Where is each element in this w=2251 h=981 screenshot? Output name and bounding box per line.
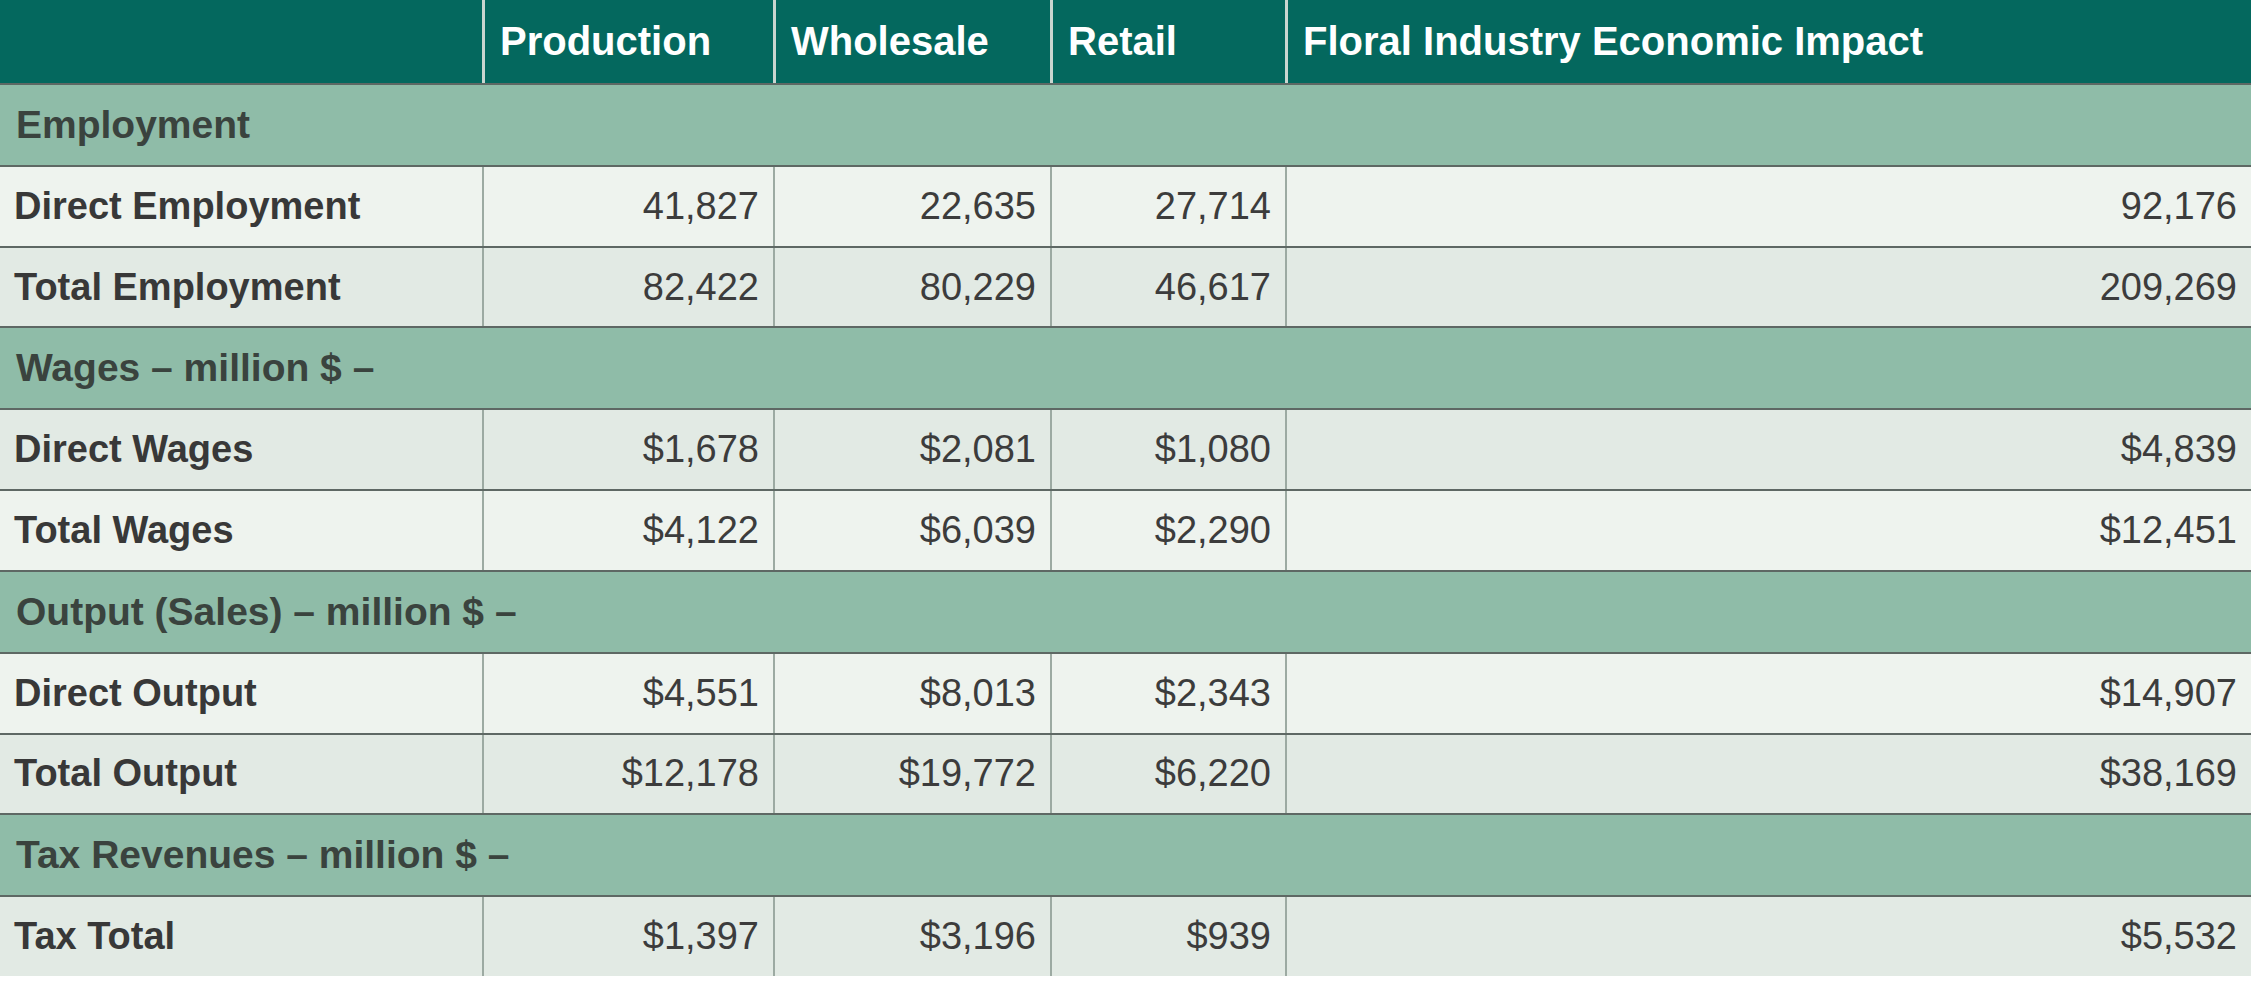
table-row-tax-total: Tax Total $1,397 $3,196 $939 $5,532 [0,895,2251,976]
row-label: Total Output [0,735,482,814]
cell-retail: $2,290 [1050,491,1285,570]
cell-retail: $2,343 [1050,654,1285,733]
cell-total: $4,839 [1285,410,2251,489]
cell-production: $4,551 [482,654,773,733]
row-label: Total Employment [0,248,482,327]
table-row-total-employment: Total Employment 82,422 80,229 46,617 20… [0,246,2251,327]
cell-retail: $939 [1050,897,1285,976]
section-row-wages: Wages – million $ – [0,326,2251,408]
section-row-employment: Employment [0,83,2251,165]
economic-impact-table: Production Wholesale Retail Floral Indus… [0,0,2251,976]
cell-total: 209,269 [1285,248,2251,327]
cell-total: $12,451 [1285,491,2251,570]
section-title: Tax Revenues – million $ – [0,815,2251,895]
header-cell-retail: Retail [1050,0,1285,83]
cell-retail: $1,080 [1050,410,1285,489]
row-label: Direct Employment [0,167,482,246]
cell-wholesale: $2,081 [773,410,1050,489]
cell-retail: 46,617 [1050,248,1285,327]
cell-wholesale: $3,196 [773,897,1050,976]
cell-total: 92,176 [1285,167,2251,246]
row-label: Tax Total [0,897,482,976]
cell-retail: $6,220 [1050,735,1285,814]
cell-total: $5,532 [1285,897,2251,976]
section-title: Output (Sales) – million $ – [0,572,2251,652]
table-row-total-output: Total Output $12,178 $19,772 $6,220 $38,… [0,733,2251,814]
header-cell-empty [0,0,482,83]
section-title: Wages – million $ – [0,328,2251,408]
section-row-output: Output (Sales) – million $ – [0,570,2251,652]
cell-wholesale: $19,772 [773,735,1050,814]
cell-wholesale: 80,229 [773,248,1050,327]
cell-total: $14,907 [1285,654,2251,733]
cell-wholesale: $8,013 [773,654,1050,733]
header-cell-production: Production [482,0,773,83]
section-title: Employment [0,85,2251,165]
section-row-tax: Tax Revenues – million $ – [0,813,2251,895]
cell-wholesale: $6,039 [773,491,1050,570]
cell-retail: 27,714 [1050,167,1285,246]
table-row-total-wages: Total Wages $4,122 $6,039 $2,290 $12,451 [0,489,2251,570]
cell-production: $4,122 [482,491,773,570]
row-label: Direct Wages [0,410,482,489]
table-row-direct-employment: Direct Employment 41,827 22,635 27,714 9… [0,165,2251,246]
cell-production: 41,827 [482,167,773,246]
cell-production: $1,678 [482,410,773,489]
cell-production: $1,397 [482,897,773,976]
row-label: Direct Output [0,654,482,733]
cell-total: $38,169 [1285,735,2251,814]
cell-production: 82,422 [482,248,773,327]
header-cell-wholesale: Wholesale [773,0,1050,83]
table-header-row: Production Wholesale Retail Floral Indus… [0,0,2251,83]
cell-wholesale: 22,635 [773,167,1050,246]
header-cell-total-title: Floral Industry Economic Impact [1285,0,2251,83]
table-row-direct-wages: Direct Wages $1,678 $2,081 $1,080 $4,839 [0,408,2251,489]
cell-production: $12,178 [482,735,773,814]
table-row-direct-output: Direct Output $4,551 $8,013 $2,343 $14,9… [0,652,2251,733]
row-label: Total Wages [0,491,482,570]
